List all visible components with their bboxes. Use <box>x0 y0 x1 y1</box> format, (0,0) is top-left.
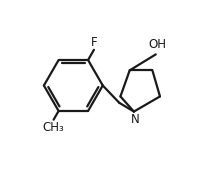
Text: OH: OH <box>148 38 166 51</box>
Text: CH₃: CH₃ <box>42 121 64 134</box>
Text: N: N <box>131 113 140 126</box>
Text: F: F <box>91 36 97 49</box>
